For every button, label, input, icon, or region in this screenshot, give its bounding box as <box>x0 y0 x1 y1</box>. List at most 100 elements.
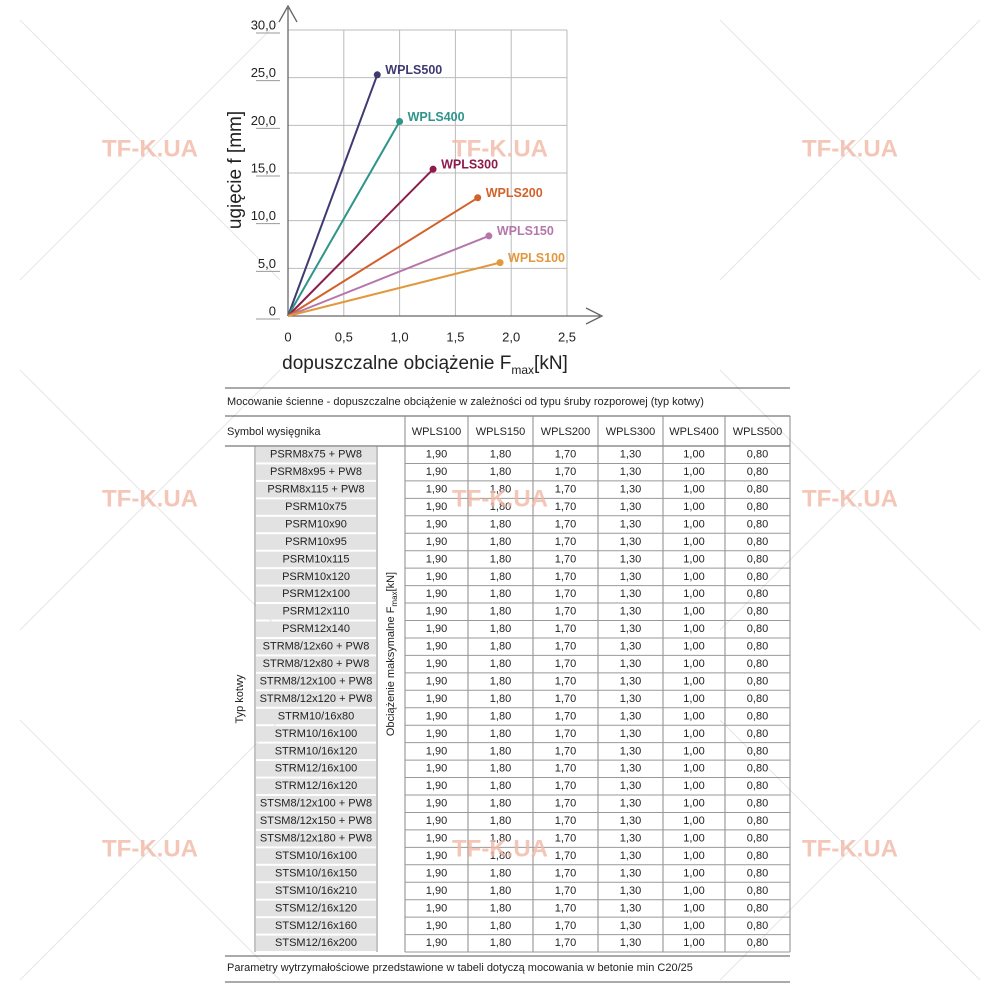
watermark: TF-K.UA <box>102 485 198 512</box>
value-cell: 0,80 <box>747 745 768 757</box>
value-cell: 1,30 <box>620 850 641 862</box>
value-cell: 1,00 <box>683 728 704 740</box>
value-cell: 1,70 <box>555 449 576 461</box>
column-header: WPLS300 <box>606 426 656 438</box>
value-cell: 1,90 <box>426 693 447 705</box>
value-cell: 1,90 <box>426 763 447 775</box>
value-cell: 1,80 <box>490 815 511 827</box>
anchor-cell <box>256 551 376 568</box>
anchor-cell <box>256 586 376 603</box>
end-point <box>429 165 437 173</box>
value-cell: 1,80 <box>490 780 511 792</box>
anchor-name: STRM10/16x80 <box>278 710 354 722</box>
value-cell: 1,00 <box>683 606 704 618</box>
value-cell: 1,30 <box>620 518 641 530</box>
value-cell: 1,90 <box>426 710 447 722</box>
value-cell: 1,70 <box>555 815 576 827</box>
chart: 0 5,0 10,0 15,0 20,0 25,0 30,0 0 0,5 1,0 1,5 2,0 2,5… <box>225 4 604 377</box>
value-cell: 1,30 <box>620 658 641 670</box>
value-cell: 1,80 <box>490 745 511 757</box>
value-cell: 1,00 <box>683 518 704 530</box>
end-point <box>373 71 381 79</box>
value-cell: 1,70 <box>555 798 576 810</box>
x-axis-label-text: dopuszczalne obciążenie F <box>282 353 511 374</box>
value-cell: 0,80 <box>747 920 768 932</box>
value-cell: 1,90 <box>426 745 447 757</box>
value-cell: 1,70 <box>555 466 576 478</box>
value-cell: 1,80 <box>490 623 511 635</box>
anchor-cell <box>256 830 376 847</box>
x-tick-label: 2,0 <box>502 329 520 344</box>
watermark: TF-K.UA <box>102 135 198 162</box>
value-cell: 1,80 <box>490 920 511 932</box>
value-cell: 1,70 <box>555 658 576 670</box>
value-cell: 1,30 <box>620 553 641 565</box>
anchor-cell <box>256 708 376 725</box>
value-cell: 0,80 <box>747 623 768 635</box>
anchor-cell <box>256 743 376 760</box>
value-cell: 1,70 <box>555 571 576 583</box>
value-cell: 1,70 <box>555 763 576 775</box>
value-cell: 1,90 <box>426 553 447 565</box>
value-cell: 1,00 <box>683 553 704 565</box>
y-tick-label: 20,0 <box>251 113 276 128</box>
end-point <box>485 232 493 240</box>
x-axis-label-unit: [kN] <box>534 353 568 374</box>
value-cell: 1,80 <box>490 850 511 862</box>
value-cell: 1,00 <box>683 867 704 879</box>
anchor-name: STRM12/16x120 <box>275 780 358 792</box>
value-cell: 1,80 <box>490 641 511 653</box>
value-cell: 1,00 <box>683 641 704 653</box>
value-cell: 1,90 <box>426 518 447 530</box>
anchor-cell <box>256 621 376 637</box>
value-cell: 1,70 <box>555 902 576 914</box>
value-cell: 1,80 <box>490 658 511 670</box>
value-cell: 0,80 <box>747 553 768 565</box>
anchor-cell <box>256 918 376 934</box>
anchor-cell <box>256 638 376 655</box>
x-tick-label: 1,5 <box>446 329 464 344</box>
value-cell: 1,80 <box>490 466 511 478</box>
value-cell: 1,30 <box>620 763 641 775</box>
value-cell: 1,30 <box>620 815 641 827</box>
x-tick-label: 0,5 <box>335 329 353 344</box>
anchor-name: STSM10/16x210 <box>275 885 357 897</box>
value-cell: 1,80 <box>490 553 511 565</box>
value-cell: 0,80 <box>747 449 768 461</box>
anchor-name: PSRM10x90 <box>285 518 347 530</box>
value-cell: 0,80 <box>747 885 768 897</box>
value-cell: 1,80 <box>490 798 511 810</box>
value-label-text: Obciążenie maksymalne F <box>385 606 397 736</box>
value-cell: 1,90 <box>426 536 447 548</box>
value-cell: 1,30 <box>620 536 641 548</box>
value-cell: 1,80 <box>490 833 511 845</box>
anchor-cell <box>256 761 376 777</box>
value-cell: 0,80 <box>747 571 768 583</box>
series-label: WPLS500 <box>385 63 442 77</box>
value-cell: 1,70 <box>555 641 576 653</box>
anchor-name: STSM12/16x120 <box>275 902 357 914</box>
anchor-cell <box>256 691 376 707</box>
value-cell: 0,80 <box>747 815 768 827</box>
value-cell: 1,00 <box>683 588 704 600</box>
value-cell: 1,90 <box>426 675 447 687</box>
end-point <box>496 259 504 267</box>
value-label-unit: [kN] <box>385 572 397 592</box>
value-cell: 0,80 <box>747 606 768 618</box>
anchor-cell <box>256 447 376 463</box>
anchor-cell <box>256 900 376 917</box>
y-tick-label: 5,0 <box>258 256 276 271</box>
anchor-cell <box>256 481 376 498</box>
value-cell: 1,90 <box>426 780 447 792</box>
value-cell: 1,90 <box>426 484 447 496</box>
value-cell: 1,30 <box>620 571 641 583</box>
value-cell: 1,00 <box>683 815 704 827</box>
value-cell: 1,70 <box>555 937 576 949</box>
value-cell: 1,90 <box>426 571 447 583</box>
value-cell: 1,90 <box>426 658 447 670</box>
value-cell: 0,80 <box>747 780 768 792</box>
anchor-cell <box>256 673 376 690</box>
value-cell: 1,30 <box>620 449 641 461</box>
value-cell: 1,00 <box>683 571 704 583</box>
